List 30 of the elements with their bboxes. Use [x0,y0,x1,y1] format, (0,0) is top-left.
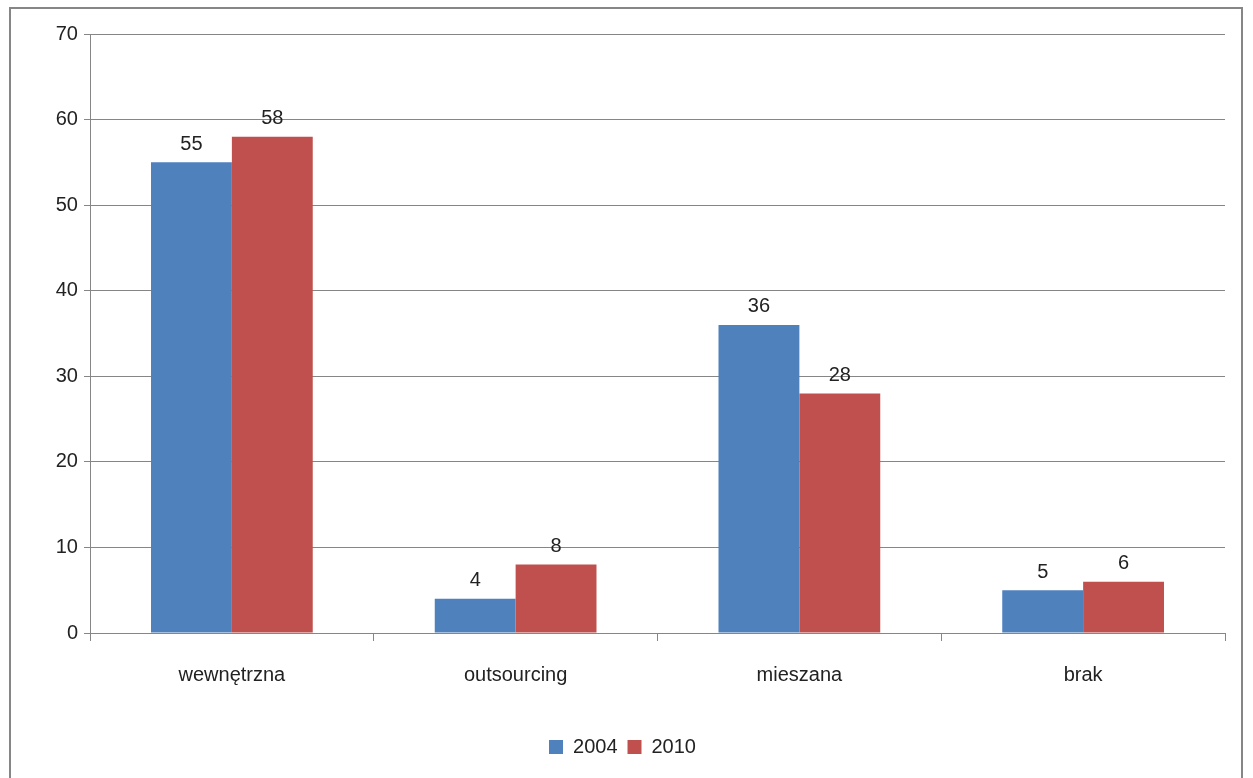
x-tick-label: outsourcing [463,662,568,685]
bar [718,324,800,633]
y-tick-label: 30 [55,363,78,386]
bar [799,393,881,633]
bar [151,162,232,633]
y-tick-label: 20 [55,449,78,472]
data-label: 6 [1118,551,1130,574]
data-label: 36 [747,294,771,317]
y-tick-label: 50 [55,192,78,215]
data-label: 8 [550,534,562,557]
data-label: 4 [469,568,481,591]
data-label: 58 [261,106,284,129]
bar [231,136,313,633]
bar [515,564,597,633]
bar [434,598,516,633]
legend-label: 2010 [651,734,696,757]
y-tick-label: 0 [66,620,78,643]
data-label: 5 [1037,559,1049,582]
bar [1083,581,1164,633]
y-tick-label: 70 [55,21,78,44]
x-tick-label: mieszana [756,662,844,685]
legend-label: 2004 [573,734,618,757]
x-tick-label: brak [1063,662,1104,685]
y-tick-label: 60 [55,107,78,130]
y-tick-label: 10 [55,534,78,557]
bar [1002,590,1084,633]
y-tick-label: 40 [55,278,78,301]
data-label: 28 [828,362,851,385]
data-label: 55 [180,131,203,154]
x-tick-label: wewnętrzna [177,662,287,685]
